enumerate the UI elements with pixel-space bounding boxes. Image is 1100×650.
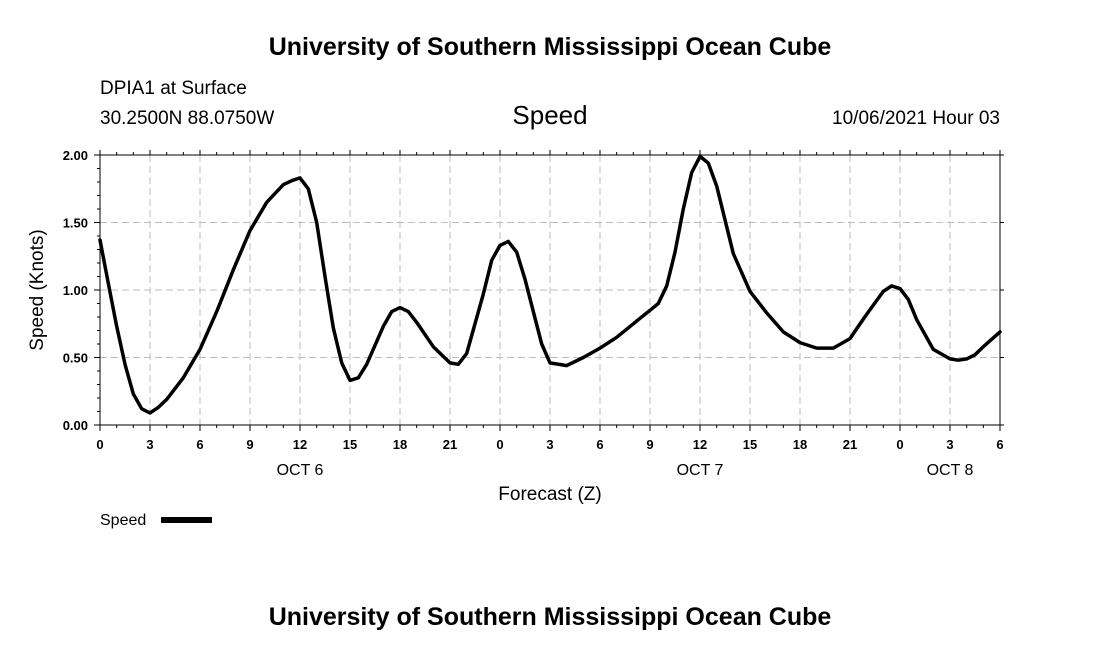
coords-label: 30.2500N 88.0750W xyxy=(100,108,274,129)
x-tick-label: 18 xyxy=(393,437,407,452)
x-tick-label: 15 xyxy=(343,437,357,452)
y-tick-label: 2.00 xyxy=(63,148,88,163)
date-label: OCT 8 xyxy=(927,462,974,479)
y-tick-labels: 0.00 0.50 1.00 1.50 2.00 xyxy=(63,148,88,433)
x-tick-label: 6 xyxy=(996,437,1003,452)
x-tick-label: 21 xyxy=(843,437,857,452)
date-labels: OCT 6 OCT 7 OCT 8 xyxy=(277,462,974,479)
x-tick-label: 0 xyxy=(96,437,103,452)
bottom-title: University of Southern Mississippi Ocean… xyxy=(269,603,832,631)
y-axis-label: Speed (Knots) xyxy=(27,229,48,350)
x-tick-label: 9 xyxy=(246,437,253,452)
date-label: OCT 6 xyxy=(277,462,324,479)
x-tick-label: 3 xyxy=(946,437,953,452)
legend-label: Speed xyxy=(100,512,146,529)
x-tick-label: 9 xyxy=(646,437,653,452)
x-tick-label: 6 xyxy=(196,437,203,452)
x-tick-label: 0 xyxy=(896,437,903,452)
axis-ticks xyxy=(94,150,1004,431)
x-tick-label: 12 xyxy=(293,437,307,452)
y-tick-label: 1.50 xyxy=(63,216,88,231)
x-tick-labels: 0 3 6 9 12 15 18 21 0 3 6 9 12 15 18 21 0 3 6 xyxy=(96,437,1003,452)
x-tick-label: 0 xyxy=(496,437,503,452)
x-tick-label: 18 xyxy=(793,437,807,452)
y-tick-label: 1.00 xyxy=(63,283,88,298)
top-title: University of Southern Mississippi Ocean… xyxy=(269,33,832,61)
grid xyxy=(100,155,1000,425)
x-tick-label: 3 xyxy=(146,437,153,452)
x-tick-label: 12 xyxy=(693,437,707,452)
legend: Speed xyxy=(100,512,212,529)
datetime-label: 10/06/2021 Hour 03 xyxy=(832,108,1000,129)
series-line-speed xyxy=(98,154,1002,415)
y-tick-label: 0.00 xyxy=(63,418,88,433)
date-label: OCT 7 xyxy=(677,462,724,479)
x-tick-label: 15 xyxy=(743,437,757,452)
x-tick-label: 6 xyxy=(596,437,603,452)
x-tick-label: 21 xyxy=(443,437,457,452)
y-tick-label: 0.50 xyxy=(63,351,88,366)
series-layer xyxy=(98,154,1002,415)
x-tick-label: 3 xyxy=(546,437,553,452)
station-label: DPIA1 at Surface xyxy=(100,78,247,99)
variable-title: Speed xyxy=(512,100,587,130)
x-axis-label: Forecast (Z) xyxy=(498,484,601,505)
